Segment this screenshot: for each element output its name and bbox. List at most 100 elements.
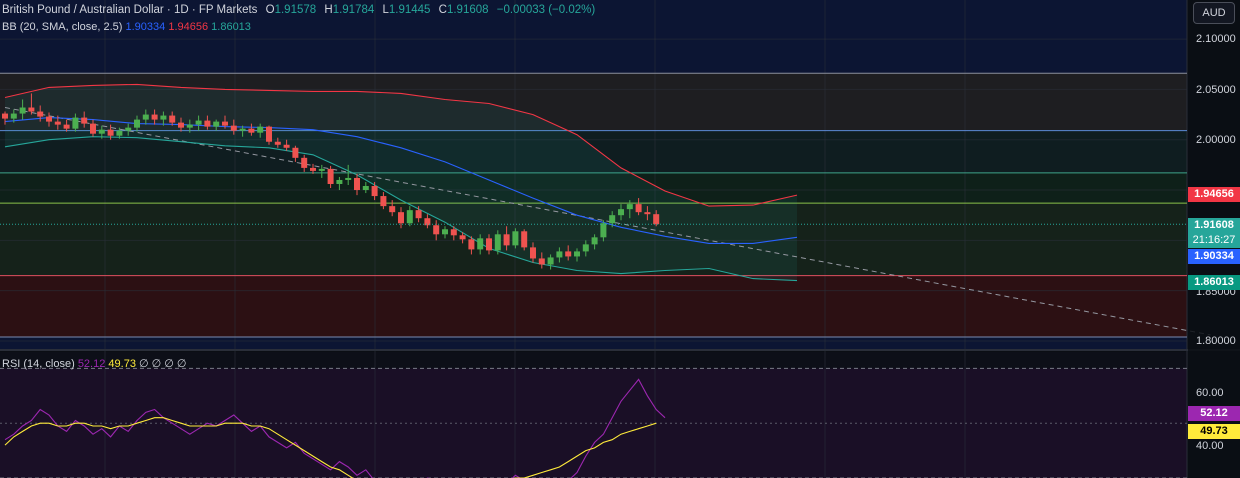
price-tick: 2.05000 (1196, 84, 1236, 96)
price-zone (0, 172, 1187, 204)
candle-body (134, 119, 140, 128)
candlestick-series (2, 93, 660, 270)
rsi-tick: 40.00 (1196, 440, 1224, 452)
candle-body (618, 209, 624, 216)
candle-body (574, 251, 580, 257)
candle-body (46, 116, 52, 122)
bb-lower-line (4, 136, 798, 282)
candle-body (415, 210, 422, 219)
candle-body (72, 117, 79, 129)
low-value: 1.91445 (388, 4, 431, 16)
close-label: C (438, 4, 447, 16)
horizontal-levels (0, 72, 1187, 338)
candle-body (195, 120, 202, 125)
change-value: −0.00033 (−0.02%) (496, 4, 596, 16)
candle-body (406, 210, 413, 224)
rsi-ma-line (4, 417, 657, 478)
candle-body (230, 125, 237, 131)
candle-body (266, 126, 272, 142)
rsi-legend[interactable]: RSI (14, close) 52.12 49.73 ∅ ∅ ∅ ∅ (2, 357, 187, 371)
open-value: 1.91578 (274, 4, 317, 16)
candle-body (178, 122, 184, 128)
bb-lower-tag: 1.86013 (1188, 275, 1240, 290)
low-label: L (382, 4, 389, 16)
rsi-value: 52.12 (77, 358, 106, 370)
candle-body (63, 124, 70, 129)
rsi-tag: 52.12 (1188, 406, 1240, 421)
candle-body (433, 225, 440, 235)
candle-body (530, 247, 536, 259)
candle-body (54, 121, 61, 125)
price-tick: 1.80000 (1196, 335, 1236, 347)
candle-body (582, 244, 589, 252)
rsi-extras: ∅ ∅ ∅ ∅ (139, 358, 187, 370)
bollinger-band-area (5, 84, 797, 281)
rsi-band (0, 368, 1187, 478)
candle-body (547, 257, 554, 265)
candle-body (151, 114, 158, 120)
bb-lower-value: 1.86013 (211, 21, 251, 33)
candle-body (301, 157, 308, 168)
symbol-legend: British Pound / Australian Dollar · 1D ·… (2, 3, 600, 17)
symbol-title: British Pound / Australian Dollar · 1D ·… (2, 4, 258, 16)
candle-body (362, 186, 369, 191)
candle-body (248, 128, 255, 133)
candle-body (538, 258, 545, 265)
candle-body (609, 215, 616, 224)
candle-body (107, 129, 114, 136)
bb-upper-value: 1.94656 (168, 21, 209, 33)
candle-body (10, 113, 17, 119)
candle-body (257, 126, 264, 133)
bb-upper-tag: 1.94656 (1188, 187, 1240, 202)
rsi-ma-value: 49.73 (108, 358, 136, 370)
rsi-label: RSI (14, close) (2, 358, 75, 370)
price-zone (0, 275, 1187, 337)
candle-body (477, 238, 484, 250)
dashed-trendline (4, 107, 1211, 336)
rsi-pane[interactable] (0, 367, 1187, 478)
candle-body (389, 206, 396, 213)
close-value: 1.91608 (446, 4, 489, 16)
candle-body (653, 214, 660, 225)
candle-body (274, 141, 281, 145)
price-tick: 2.00000 (1196, 134, 1236, 146)
candle-body (169, 115, 176, 123)
candle-body (503, 234, 510, 246)
candle-body (626, 204, 633, 210)
trendline (4, 107, 1211, 336)
candle-body (204, 120, 211, 127)
candle-body (81, 117, 88, 124)
candle-body (459, 235, 466, 240)
candle-body (213, 121, 220, 127)
candle-body (556, 251, 563, 258)
high-value: 1.91784 (332, 4, 375, 16)
rsi-tick: 60.00 (1196, 387, 1224, 399)
candle-body (327, 168, 334, 184)
candle-body (28, 107, 35, 112)
candle-body (125, 127, 132, 131)
candle-body (283, 144, 290, 148)
candle-body (19, 107, 26, 114)
candle-body (442, 229, 448, 235)
bollinger-legend[interactable]: BB (20, SMA, close, 2.5) 1.90334 1.94656… (2, 20, 251, 34)
candle-body (142, 114, 149, 120)
candle-body (292, 147, 299, 158)
rsi-line (4, 378, 666, 478)
candle-body (310, 167, 316, 171)
candle-body (345, 177, 352, 180)
countdown-tag: 21:16:27 (1188, 233, 1240, 248)
bb-basis-value: 1.90334 (125, 21, 166, 33)
candle-body (450, 229, 457, 236)
candle-body (222, 121, 228, 126)
candle-body (116, 130, 123, 136)
grid-lines (0, 0, 1188, 478)
candle-body (398, 212, 404, 224)
candle-body (160, 115, 167, 120)
bb-label: BB (20, SMA, close, 2.5) (2, 21, 123, 33)
candle-body (186, 124, 193, 128)
candle-body (521, 231, 528, 248)
currency-button[interactable]: AUD (1193, 2, 1235, 24)
candle-body (494, 234, 501, 251)
price-tick: 2.10000 (1196, 33, 1236, 45)
